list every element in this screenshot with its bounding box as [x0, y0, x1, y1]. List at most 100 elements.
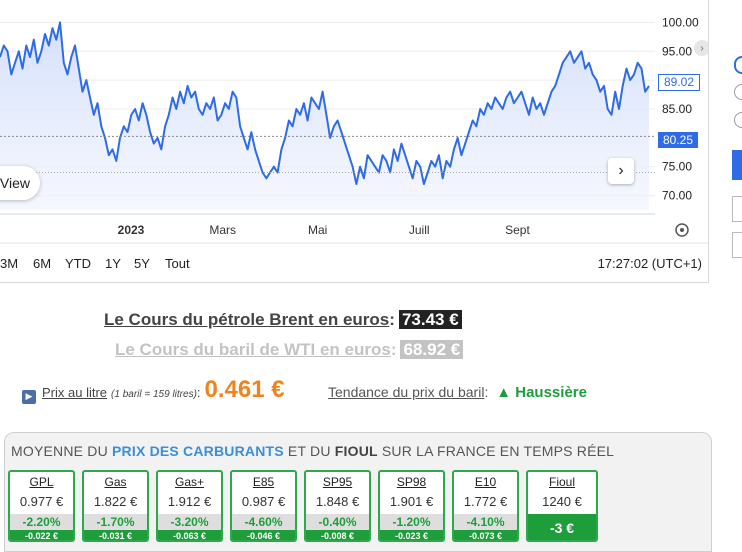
fuel-price: 1240 € [542, 494, 582, 509]
reference-price-label: 80.25 [658, 132, 698, 148]
range-ytd-button[interactable]: YTD [65, 256, 91, 271]
litre-price-line: ▶ Prix au litre (1 baril = 159 litres): … [22, 376, 285, 404]
y-tick-label: 100.00 [662, 15, 699, 29]
fuel-percent-change: -1.70% [84, 514, 147, 530]
x-tick-label: Juill [409, 223, 430, 237]
fuel-price: 0.987 € [241, 494, 286, 509]
fuel-name[interactable]: GPL [29, 475, 54, 489]
fuel-price: 1.822 € [93, 494, 138, 509]
trend-value-text: Haussière [515, 384, 587, 401]
y-tick-label: 85.00 [662, 102, 692, 116]
range-all-button[interactable]: Tout [165, 256, 190, 271]
fuel-price: 1.772 € [463, 494, 508, 509]
x-tick-label: Mars [209, 223, 236, 237]
radio-option-2[interactable] [734, 84, 742, 100]
fuel-name[interactable]: E85 [252, 475, 275, 489]
fuel-price: 1.912 € [167, 494, 212, 509]
wti-separator: : [390, 340, 397, 359]
brent-separator: : [389, 310, 395, 329]
fuel-absolute-change: -0.023 € [380, 530, 443, 540]
price-chart[interactable]: 100.0095.0090.0085.0075.0070.002023MarsM… [0, 0, 708, 282]
fuel-name[interactable]: Gas+ [174, 475, 204, 489]
litre-price: 0.461 € [204, 376, 285, 403]
fuel-absolute-change: -0.008 € [306, 530, 369, 540]
y-tick-label: 70.00 [662, 189, 692, 203]
fuel-percent-change: -4.10% [454, 514, 517, 530]
fuel-panel: MOYENNE DU PRIX DES CARBURANTS ET DU FIO… [4, 432, 712, 552]
wti-price-line: Le Cours du baril de WTI en euros: 68.92 … [115, 340, 464, 360]
fuel-title-highlight[interactable]: PRIX DES CARBURANTS [112, 443, 284, 459]
trend-line: Tendance du prix du baril: ▲ Haussière [328, 384, 587, 401]
fuel-card-sp98[interactable]: SP98 1.901 € -1.20% -0.023 € [378, 470, 445, 542]
trend-separator: : [484, 384, 489, 400]
fuel-percent-change: -3.20% [158, 514, 221, 530]
litre-separator: : [196, 385, 201, 400]
brent-label[interactable]: Le Cours du pétrole Brent en euros [104, 310, 390, 329]
fuel-price: 1.901 € [389, 494, 434, 509]
wti-price: 68.92 € [400, 340, 464, 359]
fuel-card-sp95[interactable]: SP95 1.848 € -0.40% -0.008 € [304, 470, 371, 542]
view-button[interactable]: View [0, 166, 40, 200]
side-panel-box[interactable] [732, 232, 742, 258]
fuel-title-part: ET DU [283, 443, 335, 459]
wti-label[interactable]: Le Cours du baril de WTI en euros [115, 340, 391, 359]
fuel-absolute-change: -0.063 € [158, 530, 221, 540]
fuel-card-gas-plus[interactable]: Gas+ 1.912 € -3.20% -0.063 € [156, 470, 223, 542]
trend-label[interactable]: Tendance du prix du baril [328, 384, 485, 400]
fuel-percent-change: -2.20% [10, 514, 73, 530]
fuel-percent-change: -0.40% [306, 514, 369, 530]
fuel-name[interactable]: SP95 [322, 475, 353, 489]
fuel-card-fioul[interactable]: Fioul 1240 € -3 € [526, 470, 598, 542]
x-tick-label: 2023 [118, 223, 145, 237]
fuel-card-e10[interactable]: E10 1.772 € -4.10% -0.073 € [452, 470, 519, 542]
brent-price: 73.43 € [398, 310, 462, 329]
fuel-name[interactable]: E10 [474, 475, 497, 489]
clock: 17:27:02 (UTC+1) [597, 256, 702, 271]
brent-price-line: Le Cours du pétrole Brent en euros: 73.43… [104, 310, 462, 330]
fuel-title-part: MOYENNE DU [11, 443, 112, 459]
radio-option-3[interactable] [734, 112, 742, 128]
fuel-title-part: SUR LA FRANCE EN TEMPS RÉEL [377, 443, 615, 459]
fuel-card-gpl[interactable]: GPL 0.977 € -2.20% -0.022 € [8, 470, 75, 542]
fuel-panel-title: MOYENNE DU PRIX DES CARBURANTS ET DU FIO… [11, 443, 614, 459]
fuel-percent-change: -4.60% [232, 514, 295, 530]
range-selector: 3M 6M YTD 1Y 5Y Tout 17:27:02 (UTC+1) [0, 256, 708, 276]
litre-label[interactable]: Prix au litre [42, 385, 108, 400]
fuel-absolute-change: -0.073 € [454, 530, 517, 540]
series-area [0, 22, 649, 211]
last-price-label: 89.02 [658, 74, 700, 91]
fuel-absolute-change: -0.046 € [232, 530, 295, 540]
fuel-card-gas[interactable]: Gas 1.822 € -1.70% -0.031 € [82, 470, 149, 542]
range-1y-button[interactable]: 1Y [105, 256, 121, 271]
fuel-card-e85[interactable]: E85 0.987 € -4.60% -0.046 € [230, 470, 297, 542]
fuel-absolute-change: -0.022 € [10, 530, 73, 540]
radio-option-1[interactable] [734, 56, 742, 74]
side-panel-box[interactable] [732, 196, 742, 222]
range-6m-button[interactable]: 6M [33, 256, 52, 271]
series-line [0, 21, 650, 185]
range-3m-button[interactable]: 3M [0, 256, 19, 271]
range-5y-button[interactable]: 5Y [134, 256, 150, 271]
y-tick-label: 75.00 [662, 160, 692, 174]
fuel-name[interactable]: SP98 [396, 475, 427, 489]
litre-note: (1 baril = 159 litres) [111, 389, 197, 400]
view-button-label: View [0, 175, 30, 191]
fuel-name[interactable]: Gas [104, 475, 127, 489]
x-tick-label: Sept [505, 223, 530, 237]
side-panel-tab[interactable] [732, 150, 742, 180]
fuel-name[interactable]: Fioul [548, 475, 575, 489]
play-icon[interactable]: ▶ [22, 389, 36, 404]
fuel-price: 0.977 € [19, 494, 64, 509]
trend-up-icon: ▲ [496, 384, 512, 401]
fuel-absolute-change: -0.031 € [84, 530, 147, 540]
fuel-price: 1.848 € [315, 494, 360, 509]
y-tick-label: 95.00 [662, 44, 692, 58]
x-tick-label: Mai [308, 223, 327, 237]
trend-value: ▲ Haussière [496, 384, 587, 401]
chart-panel: 100.0095.0090.0085.0075.0070.002023MarsM… [0, 0, 709, 283]
fuel-title-fioul[interactable]: FIOUL [334, 443, 378, 459]
scroll-right-icon[interactable]: › [694, 40, 708, 56]
chevron-right-icon[interactable]: › [608, 158, 634, 184]
fuel-change: -3 € [528, 514, 596, 540]
gear-icon[interactable] [675, 223, 689, 237]
